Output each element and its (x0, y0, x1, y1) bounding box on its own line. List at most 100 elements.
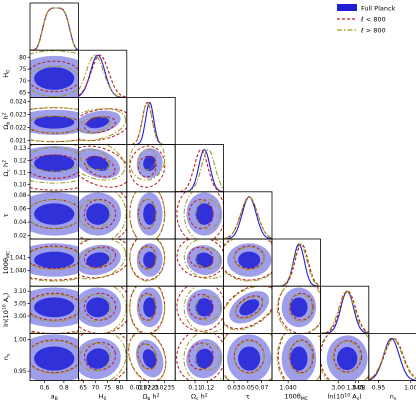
contour-fill-0-1 (34, 154, 75, 173)
contour-fill-0-1 (290, 297, 308, 318)
marginal-line-0 (320, 290, 369, 334)
panel-theta-tau (223, 238, 273, 287)
x-tick-label: 0.0235 (154, 385, 175, 392)
panel-tau-tau (223, 191, 273, 240)
y-axis-label: Ωb​ h2​ (2, 112, 12, 129)
panel-content (128, 333, 167, 381)
panel-omc-omb (126, 144, 176, 193)
y-tick-label: 0.02 (14, 234, 27, 240)
y-tick-label: 0.10 (14, 183, 27, 189)
y-tick-label: 3.10 (14, 289, 27, 295)
contour-line-2-1 (195, 295, 221, 321)
panel-tau-aB: 0.02 0.04 0.06 0.08 τ (2, 191, 79, 240)
panel-content (30, 287, 79, 334)
y-axis-label: ns​ (2, 353, 12, 360)
x-tick-label: 0.05 (241, 385, 255, 392)
contour-line-2-1 (79, 148, 111, 171)
panel-content (276, 286, 321, 334)
x-tick-label: 0.11 (188, 385, 202, 392)
contour-fill-0-1 (86, 252, 110, 268)
contour-fill-0-1 (239, 299, 260, 316)
x-tick-label: 1.040 (280, 385, 297, 392)
contour-line-1-0 (129, 145, 166, 188)
panel-content (176, 239, 224, 280)
panel-aB-aB (29, 2, 79, 51)
contour-fill-0-1 (142, 349, 157, 368)
y-tick-label: 0.13 (14, 146, 27, 152)
contour-fill-0-1 (86, 297, 110, 318)
panel-content (30, 243, 79, 282)
panel-content (176, 333, 224, 381)
contour-fill-0-1 (86, 348, 110, 369)
contour-line-1-1 (235, 295, 264, 319)
contour-line-1-1 (83, 292, 117, 321)
contour-fill-0-1 (143, 297, 157, 318)
contour-line-2-0 (78, 144, 126, 181)
panel-content (78, 333, 127, 381)
x-tick-label: 70 (92, 385, 100, 392)
contour-line-1-1 (289, 339, 314, 374)
x-axis-label: τ (246, 393, 250, 401)
contour-fill-0-1 (34, 251, 75, 269)
contour-fill-0-1 (143, 251, 157, 269)
contour-fill-0-1 (86, 155, 109, 171)
contour-line-2-0 (129, 144, 166, 181)
panel-content (126, 101, 176, 145)
contour-line-1-1 (333, 340, 363, 373)
contour-fill-0-1 (195, 348, 214, 369)
x-tick-label: 3.08 (352, 385, 366, 392)
contour-line-2-1 (138, 246, 157, 271)
contour-line-1-1 (30, 292, 79, 321)
marginal-line-1 (223, 196, 273, 240)
y-tick-label: 3.00 (14, 314, 27, 320)
x-tick-label: 0.07 (255, 385, 269, 392)
contour-line-2-1 (78, 294, 112, 322)
y-tick-label: 65 (19, 91, 27, 97)
x-axis-label: ns​ (390, 393, 397, 403)
y-axis-label: 100θMC​ (2, 250, 12, 274)
contour-line-2-0 (78, 239, 127, 280)
panel-content (320, 333, 369, 381)
x-tick-label: 65 (79, 385, 87, 392)
y-axis-label: H0​ (2, 70, 12, 78)
marginal-line-0 (126, 101, 176, 145)
panel-content (129, 239, 166, 282)
panel-tau-omc (174, 191, 224, 240)
contour-line-1-1 (289, 292, 314, 321)
contour-fill-0-1 (238, 346, 261, 371)
contour-line-2-0 (276, 333, 321, 381)
panel-content (78, 108, 127, 142)
contour-line-1-0 (176, 286, 224, 332)
panel-theta-theta (271, 238, 321, 287)
panel-content (78, 144, 127, 188)
marginal-line-0 (30, 7, 79, 51)
contour-line-2-0 (30, 107, 79, 143)
contour-line-1-1 (83, 116, 116, 134)
panel-ns-tau: 0.03 0.05 0.07 τ (223, 332, 273, 401)
contour-line-2-1 (288, 294, 313, 322)
contour-line-2-1 (30, 65, 79, 98)
x-tick-label: 75 (104, 385, 112, 392)
y-axis-label: Ωc​ h2​ (2, 160, 12, 177)
contour-line-2-1 (137, 148, 157, 171)
contour-line-1-1 (83, 246, 116, 269)
panel-content (30, 107, 79, 143)
panel-As-theta (271, 285, 321, 334)
contour-line-2-0 (30, 50, 79, 55)
panel-content (78, 54, 127, 98)
x-tick-label: 1.045 (347, 385, 364, 392)
marginal-line-2 (175, 149, 224, 192)
contour-fill-0-1 (86, 203, 110, 225)
panel-omb-aB: 0.021 0.022 0.023 0.024 Ωb​ h2​ (2, 97, 79, 146)
marginal-line-1 (368, 337, 416, 380)
panel-omb-H0 (78, 97, 128, 146)
x-axis-label: aB​ (51, 393, 58, 403)
contour-fill-0-1 (34, 116, 75, 129)
contour-line-2-0 (129, 191, 166, 240)
panel-content (129, 286, 166, 334)
contour-line-1-1 (188, 293, 214, 320)
marginal-line-2 (78, 54, 127, 98)
